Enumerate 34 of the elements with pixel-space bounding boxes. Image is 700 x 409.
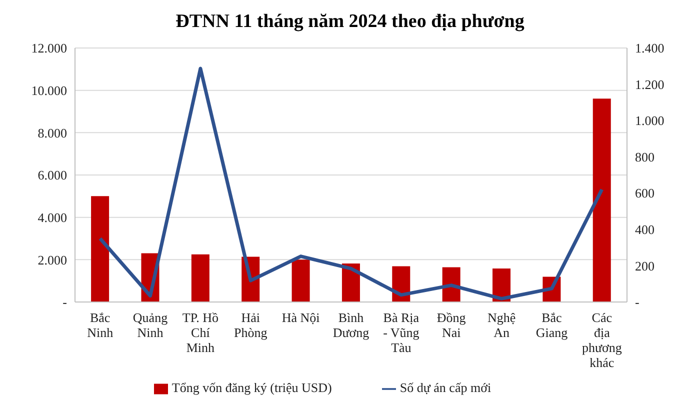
chart-title: ĐTNN 11 tháng năm 2024 theo địa phương <box>174 10 526 34</box>
x-tick-label: Bình Dương <box>332 310 370 340</box>
y-tick-label: - <box>62 294 67 310</box>
x-tick-label: Đồng Nai <box>436 310 466 340</box>
y2-tick-label: 1.200 <box>635 76 664 92</box>
bar <box>91 196 110 302</box>
y-tick-label: 2.000 <box>38 252 67 268</box>
x-tick-label: Bà Rịa - Vũng Tàu <box>383 310 420 355</box>
y2-tick-label: 200 <box>635 258 654 274</box>
y2-tick-label: 1.400 <box>635 40 664 56</box>
y2-tick-label: 1.000 <box>635 113 664 128</box>
y-tick-label: 4.000 <box>38 210 67 225</box>
y2-tick-label: - <box>635 294 640 310</box>
y-tick-label: 12.000 <box>31 40 67 56</box>
x-tick-label: Hải Phòng <box>234 310 268 340</box>
y-tick-label: 6.000 <box>38 168 67 183</box>
bar <box>592 98 611 302</box>
x-tick-label: Bắc Ninh <box>87 310 114 340</box>
x-tick-label: Bắc Giang <box>536 310 568 340</box>
y-tick-label: 10.000 <box>31 82 67 98</box>
x-tick-label: Quảng Ninh <box>132 310 168 340</box>
x-tick-label: Các địa phương khác <box>582 310 622 370</box>
line-series <box>98 66 604 300</box>
legend-label: Tổng vốn đăng ký (triệu USD) <box>172 380 332 395</box>
x-tick-label: Nghệ An <box>487 310 516 340</box>
x-tick-label: TP. Hồ Chí Minh <box>182 310 219 355</box>
legend-label: Số dự án cấp mới <box>400 380 492 395</box>
x-tick-label: Hà Nội <box>282 310 320 325</box>
y2-tick-label: 800 <box>635 149 654 164</box>
y-tick-label: 8.000 <box>38 125 67 140</box>
y2-tick-label: 600 <box>635 186 654 201</box>
bar <box>191 254 210 302</box>
bar <box>292 260 310 302</box>
y2-tick-label: 400 <box>635 222 654 238</box>
